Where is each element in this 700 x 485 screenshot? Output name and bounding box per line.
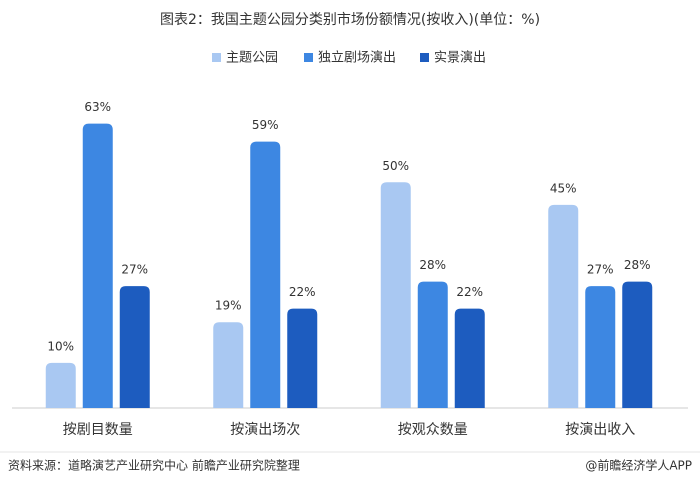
bar [119, 286, 150, 408]
value-label: 10% [47, 339, 74, 353]
chart-title: 图表2：我国主题公园分类别市场份额情况(按收入)(单位：%) [160, 11, 540, 28]
value-label: 22% [289, 285, 316, 299]
bar [250, 141, 281, 408]
value-label: 50% [382, 159, 409, 173]
legend-swatch [304, 53, 313, 62]
legend-label: 主题公园 [226, 51, 278, 66]
value-label: 59% [252, 118, 279, 132]
value-label: 22% [456, 285, 483, 299]
bar [82, 123, 113, 408]
legend-label: 实景演出 [434, 50, 486, 66]
credit: @前瞻经济学人APP [585, 458, 692, 473]
x-tick-label: 按演出场次 [230, 422, 300, 438]
legend-swatch [212, 53, 221, 62]
bar [548, 204, 579, 408]
value-label: 45% [550, 181, 577, 195]
bar [380, 182, 411, 408]
value-label: 19% [215, 299, 242, 313]
value-label: 28% [419, 258, 446, 272]
value-label: 27% [587, 263, 614, 277]
source: 资料来源：道略演艺产业研究中心 前瞻产业研究院整理 [8, 458, 300, 473]
bar [454, 308, 485, 408]
x-tick-label: 按演出收入 [565, 422, 635, 438]
bar [45, 362, 76, 408]
legend-swatch [420, 53, 429, 62]
bar [213, 322, 244, 408]
bar [287, 308, 318, 408]
value-label: 63% [84, 100, 111, 114]
legend-label: 独立剧场演出 [318, 50, 396, 66]
bar [585, 286, 616, 408]
x-tick-label: 按观众数量 [398, 422, 468, 438]
value-label: 27% [121, 263, 148, 277]
x-tick-label: 按剧目数量 [63, 422, 133, 438]
bar [417, 281, 448, 408]
bar [622, 281, 653, 408]
value-label: 28% [624, 258, 651, 272]
